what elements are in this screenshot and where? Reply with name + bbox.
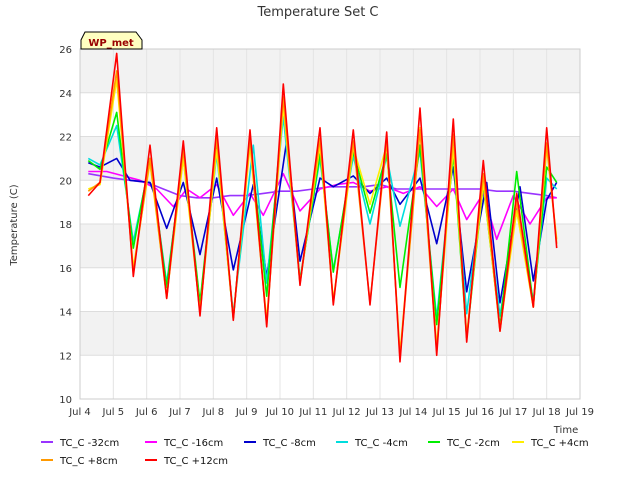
x-tick-label: Jul 18 [532, 407, 561, 418]
y-tick-label: 26 [59, 45, 72, 56]
x-tick-label: Jul 19 [565, 407, 594, 418]
legend-item: TC_C -32cm [41, 438, 119, 449]
y-tick-label: 12 [59, 351, 72, 362]
plot-band [80, 136, 580, 181]
x-tick-label: Jul 13 [365, 407, 394, 418]
x-tick-label: Jul 17 [498, 407, 527, 418]
x-tick-label: Jul 6 [135, 407, 158, 418]
x-tick-label: Jul 16 [465, 407, 494, 418]
x-tick-label: Jul 15 [432, 407, 461, 418]
y-axis-label: Temperature (C) [9, 184, 20, 266]
x-tick-label: Jul 11 [298, 407, 327, 418]
plot-band [80, 311, 580, 356]
x-axis-label: Time [553, 425, 578, 436]
chart-title: Temperature Set C [256, 5, 378, 20]
series-lines [87, 52, 558, 363]
legend-item: TC_C +4cm [512, 438, 589, 449]
legend-label: TC_C +4cm [530, 438, 589, 449]
plot-band [80, 92, 580, 137]
legend-item: TC_C -4cm [336, 438, 408, 449]
y-tick-label: 18 [59, 220, 72, 231]
legend-item: TC_C +8cm [41, 456, 118, 467]
legend-label: TC_C +12cm [163, 456, 228, 467]
x-tick-label: Jul 7 [168, 407, 191, 418]
plot-band [80, 355, 580, 399]
legend-item: TC_C -16cm [145, 438, 223, 449]
series-line [88, 140, 558, 304]
wp-met-badge: WP_met [80, 31, 143, 50]
x-tick-label: Jul 9 [235, 407, 258, 418]
x-tick-label: Jul 14 [398, 407, 427, 418]
y-tick-label: 14 [59, 308, 72, 319]
legend-label: TC_C -2cm [446, 438, 500, 449]
legend-label: TC_C -16cm [163, 438, 223, 449]
legend-label: TC_C -32cm [59, 438, 119, 449]
y-tick-label: 20 [59, 176, 72, 187]
y-tick-label: 10 [59, 395, 72, 406]
x-tick-label: Jul 4 [68, 407, 91, 418]
x-axis-ticks: Jul 4 Jul 5 Jul 6 Jul 7 Jul 8 Jul 9 Jul 10 Jul … [68, 407, 594, 418]
plot-band [80, 49, 580, 93]
y-tick-label: 24 [59, 89, 72, 100]
y-tick-label: 22 [59, 133, 72, 144]
legend-item: TC_C -8cm [244, 438, 316, 449]
legend-label: TC_C -8cm [262, 438, 316, 449]
wp-met-badge-label: WP_met [88, 38, 134, 49]
x-tick-label: Jul 10 [265, 407, 294, 418]
x-tick-label: Jul 8 [202, 407, 225, 418]
chart-legend: TC_C -32cm TC_C -16cm TC_C -8cm TC_C -4cm TC… [41, 438, 589, 467]
legend-label: TC_C -4cm [354, 438, 408, 449]
x-tick-label: Jul 12 [332, 407, 361, 418]
series-line [87, 52, 558, 363]
x-tick-label: Jul 5 [102, 407, 125, 418]
legend-item: TC_C -2cm [428, 438, 500, 449]
plot-area-frame [79, 48, 581, 400]
y-tick-label: 16 [59, 264, 72, 275]
legend-item: TC_C +12cm [145, 456, 228, 467]
y-axis-ticks: 10 12 14 16 18 20 22 24 26 [59, 45, 72, 406]
legend-label: TC_C +8cm [59, 456, 118, 467]
